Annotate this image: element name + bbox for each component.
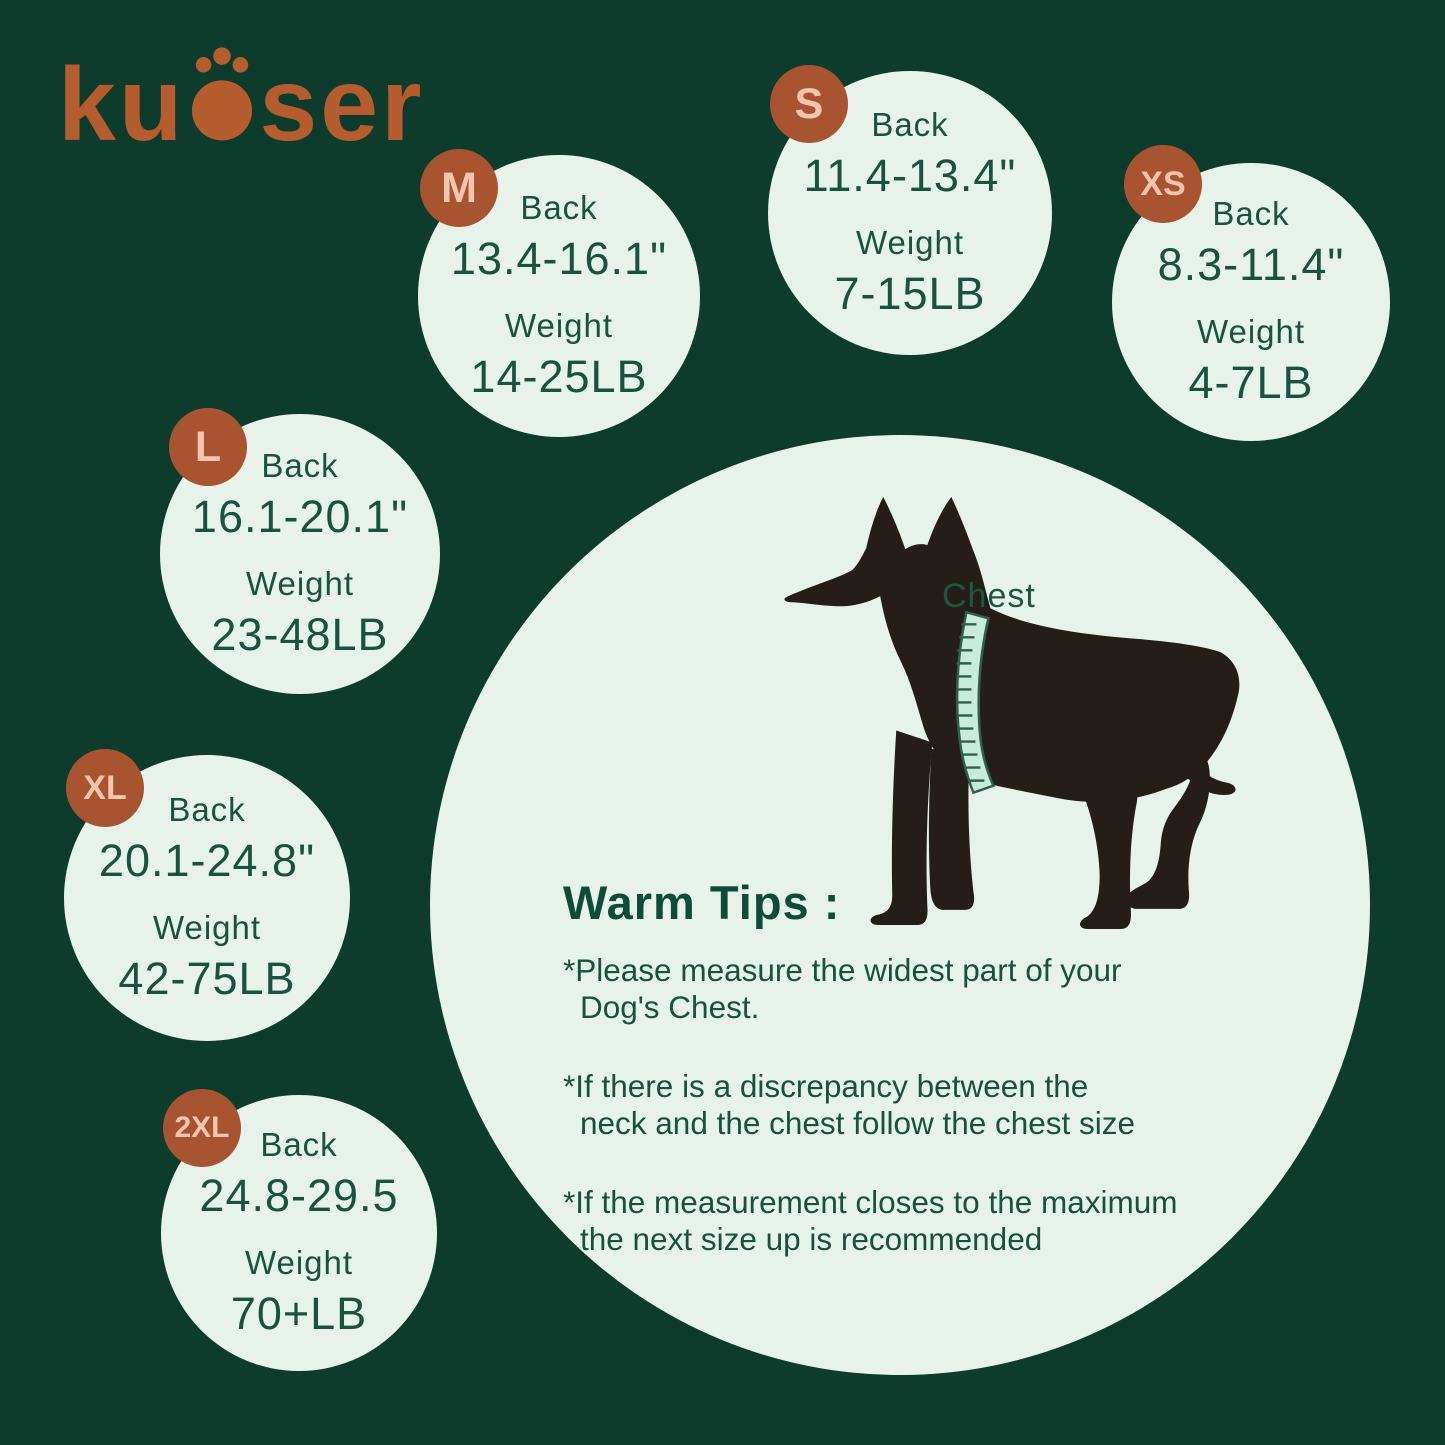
logo-text-suffix: ser: [259, 47, 425, 163]
dog-hind-leg-path: [1127, 742, 1210, 909]
brand-logo: ku ser: [58, 38, 425, 157]
tip-line: Dog's Chest.: [580, 989, 760, 1025]
dog-hind-leg-far-path: [1080, 778, 1138, 929]
tip-line: *If the measurement closes to the maximu…: [563, 1184, 1178, 1220]
size-badge-xl: XL: [66, 749, 144, 827]
weight-range: 23-48LB: [211, 609, 389, 660]
size-badge-l: L: [169, 408, 247, 486]
back-label: Back: [260, 1126, 338, 1163]
back-range: 8.3-11.4": [1157, 239, 1345, 290]
weight-label: Weight: [1196, 313, 1306, 350]
weight-label: Weight: [244, 1244, 354, 1281]
size-circle-2xl: 2XL Back 24.8-29.5 Weight 70+LB: [161, 1089, 437, 1371]
back-label: Back: [520, 189, 598, 226]
weight-label: Weight: [504, 307, 614, 344]
size-badge-xs: XS: [1124, 145, 1202, 223]
size-circle-xl: XL Back 20.1-24.8" Weight 42-75LB: [64, 749, 350, 1041]
dog-body-path: [784, 497, 1240, 802]
tip-item: *If there is a discrepancy between the n…: [563, 1068, 1263, 1142]
dog-front-leg-far-path: [928, 748, 975, 910]
weight-label: Weight: [245, 565, 355, 602]
back-range: 24.8-29.5: [199, 1170, 399, 1221]
back-range: 20.1-24.8": [98, 835, 316, 886]
warm-tips-title: Warm Tips :: [563, 876, 841, 929]
logo-text-prefix: ku: [58, 47, 186, 163]
back-label: Back: [871, 106, 949, 143]
back-range: 13.4-16.1": [450, 233, 668, 284]
warm-tips-section: Warm Tips : *Please measure the widest p…: [563, 875, 1263, 1300]
chest-label: Chest: [942, 577, 1036, 615]
measurement-panel: Chest Warm Tips : *Please measure the wi…: [430, 435, 1370, 1375]
weight-label: Weight: [152, 909, 262, 946]
size-badge-2xl: 2XL: [163, 1089, 241, 1167]
size-circle-xs: XS Back 8.3-11.4" Weight 4-7LB: [1112, 145, 1390, 441]
back-range: 16.1-20.1": [191, 491, 409, 542]
weight-range: 14-25LB: [470, 351, 648, 402]
size-circle-s: S Back 11.4-13.4" Weight 7-15LB: [768, 65, 1052, 355]
measuring-tape: [955, 610, 996, 795]
weight-label: Weight: [855, 224, 965, 261]
weight-range: 4-7LB: [1188, 357, 1314, 408]
tip-line: neck and the chest follow the chest size: [580, 1105, 1136, 1141]
back-label: Back: [168, 791, 246, 828]
dog-front-leg-path: [870, 730, 933, 925]
tip-line: *If there is a discrepancy between the: [563, 1068, 1089, 1104]
weight-range: 42-75LB: [118, 953, 296, 1004]
size-badge-s: S: [770, 65, 848, 143]
tip-line: *Please measure the widest part of your: [563, 952, 1122, 988]
paw-icon: [192, 47, 253, 141]
size-circle-m: M Back 13.4-16.1" Weight 14-25LB: [418, 149, 700, 437]
weight-range: 7-15LB: [834, 268, 986, 319]
tip-item: *Please measure the widest part of your …: [563, 952, 1263, 1026]
size-circle-l: L Back 16.1-20.1" Weight 23-48LB: [160, 408, 440, 694]
back-label: Back: [1212, 195, 1290, 232]
back-label: Back: [261, 447, 339, 484]
size-badge-m: M: [420, 149, 498, 227]
tip-line: the next size up is recommended: [580, 1221, 1043, 1257]
back-range: 11.4-13.4": [803, 150, 1017, 201]
dog-silhouette: [784, 497, 1240, 929]
tip-item: *If the measurement closes to the maximu…: [563, 1184, 1263, 1258]
weight-range: 70+LB: [230, 1288, 368, 1339]
dog-tail-path: [1156, 666, 1236, 795]
